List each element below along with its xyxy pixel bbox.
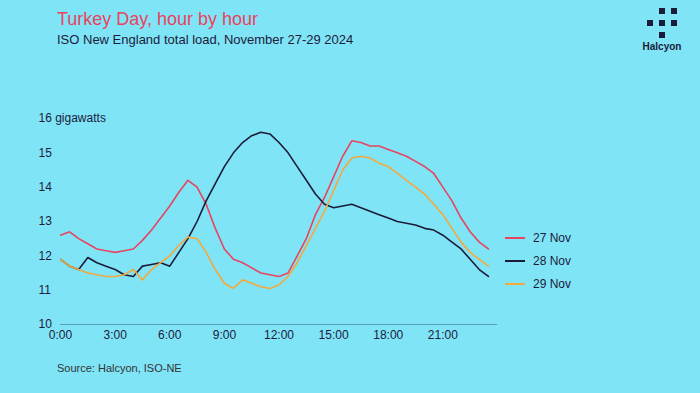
svg-text:9:00: 9:00 (213, 328, 237, 342)
svg-text:14: 14 (39, 180, 53, 194)
svg-text:3:00: 3:00 (103, 328, 127, 342)
html-text:Source: Halcyon, ISO-NE: Source: Halcyon, ISO-NE (57, 362, 182, 374)
svg-text:15: 15 (39, 146, 53, 160)
svg-text:12: 12 (39, 249, 53, 263)
svg-text:11: 11 (39, 283, 52, 297)
html-text:27 Nov: 27 Nov (533, 230, 571, 245)
html-text:29 Nov: 29 Nov (533, 276, 571, 291)
svg-text:15:00: 15:00 (319, 328, 349, 342)
svg-text:13: 13 (39, 214, 53, 228)
svg-text:18:00: 18:00 (373, 328, 403, 342)
html-text:ISO New England total load, No: ISO New England total load, November 27-… (57, 32, 354, 47)
svg-text:10: 10 (39, 317, 53, 331)
svg-text:0:00: 0:00 (49, 328, 73, 342)
html-text:28 Nov: 28 Nov (533, 253, 571, 268)
html-text:Halcyon: Halcyon (642, 41, 682, 52)
svg-text:12:00: 12:00 (264, 328, 294, 342)
svg-text:21:00: 21:00 (428, 328, 458, 342)
html-text:Turkey Day, hour by hour: Turkey Day, hour by hour (57, 9, 259, 29)
svg-text:16 gigawatts: 16 gigawatts (39, 111, 106, 125)
svg-text:6:00: 6:00 (158, 328, 182, 342)
